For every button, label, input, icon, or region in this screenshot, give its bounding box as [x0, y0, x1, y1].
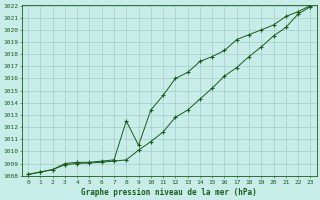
X-axis label: Graphe pression niveau de la mer (hPa): Graphe pression niveau de la mer (hPa) — [81, 188, 257, 197]
